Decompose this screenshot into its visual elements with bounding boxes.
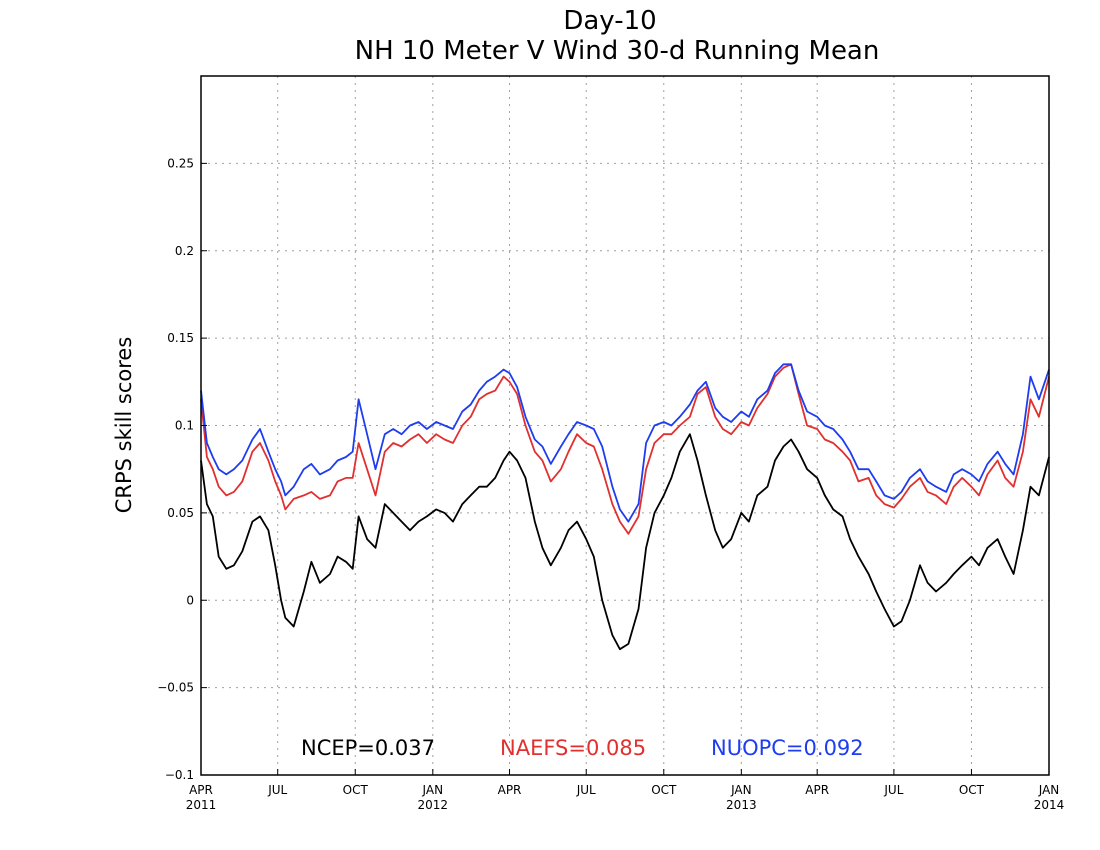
series-line-nuopc [200,363,1050,523]
x-tick-label: OCT [651,783,677,797]
x-tick-label: OCT [959,783,985,797]
y-tick-label: −0.1 [165,768,194,782]
x-tick-year-label: 2012 [418,798,449,812]
y-tick-label: 0.2 [175,244,194,258]
y-tick-label: 0.1 [175,419,194,433]
x-tick-label: APR [189,783,213,797]
series-line-naefs [200,363,1050,535]
x-tick-label: JAN [422,783,444,797]
y-tick-label: 0.25 [167,156,194,170]
x-tick-year-label: 2011 [186,798,217,812]
x-tick-label: APR [805,783,829,797]
grid [201,76,1049,775]
chart-title-line1: Day-10 [563,6,656,36]
y-tick-label: 0 [186,593,194,607]
x-tick-label: JUL [267,783,287,797]
x-tick-year-label: 2014 [1034,798,1065,812]
x-tick-label: APR [498,783,522,797]
legend-naefs: NAEFS=0.085 [500,736,646,760]
y-axis-label: CRPS skill scores [112,337,136,514]
y-tick-label: 0.05 [167,506,194,520]
legend-ncep: NCEP=0.037 [301,736,435,760]
series-line-ncep [200,433,1050,651]
y-tick-label: −0.05 [157,681,194,695]
x-tick-label: JUL [883,783,903,797]
x-tick-year-label: 2013 [726,798,757,812]
x-tick-label: OCT [343,783,369,797]
plot-frame [200,75,1050,776]
series-layer [200,363,1050,651]
chart-title-line2: NH 10 Meter V Wind 30-d Running Mean [355,36,880,66]
x-tick-label: JAN [1038,783,1060,797]
x-tick-label: JAN [730,783,752,797]
x-tick-label: JUL [576,783,596,797]
y-tick-label: 0.15 [167,331,194,345]
legend-nuopc: NUOPC=0.092 [711,736,864,760]
